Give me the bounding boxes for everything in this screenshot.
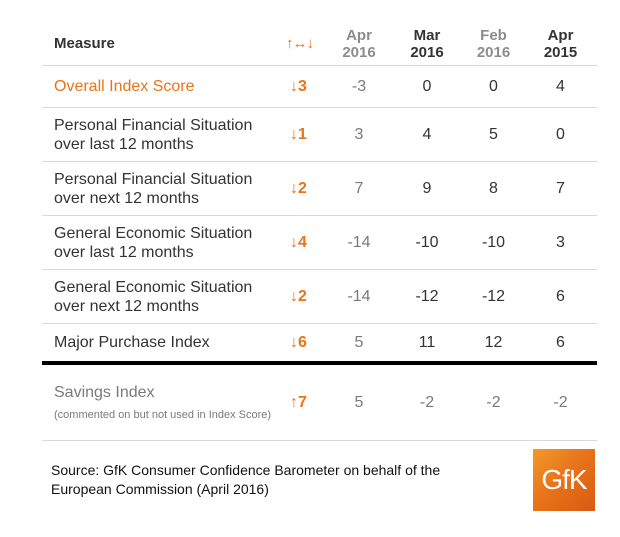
row-measure: Personal Financial Situation over next 1… — [54, 170, 253, 207]
value-mar-2016: 4 — [422, 125, 432, 143]
value-apr-2015: 6 — [556, 333, 565, 351]
savings-index-label: Savings Index — [54, 384, 155, 401]
savings-index-note: (commented on but not used in Index Scor… — [54, 409, 272, 421]
header-col-apr-2016: Apr 2016 — [342, 26, 376, 61]
trend-indicator: ↓3 — [290, 77, 307, 95]
table-row: Major Purchase Index ↓6 5 11 12 6 — [42, 324, 597, 365]
row-measure: Major Purchase Index — [54, 334, 210, 351]
trend-arrows-header: ↑↔↓ — [286, 35, 314, 52]
table-row: Overall Index Score ↓3 -3 0 0 4 — [42, 66, 597, 108]
value-feb-2016: 5 — [489, 125, 498, 143]
value-mar-2016: -2 — [419, 393, 435, 411]
value-feb-2016: 0 — [489, 77, 498, 95]
value-apr-2016: -14 — [347, 233, 371, 251]
value-mar-2016: 11 — [418, 333, 436, 351]
row-measure: Overall Index Score — [54, 78, 195, 95]
value-feb-2016: -10 — [481, 233, 506, 251]
value-apr-2016: -14 — [347, 287, 371, 305]
row-measure: Personal Financial Situation over last 1… — [54, 116, 253, 153]
header-col-mar-2016: Mar 2016 — [410, 26, 444, 61]
value-apr-2016: 3 — [354, 125, 364, 143]
source-note: Source: GfK Consumer Confidence Baromete… — [51, 462, 441, 497]
value-apr-2015: 7 — [556, 179, 565, 197]
trend-indicator: ↓2 — [290, 287, 307, 305]
value-apr-2015: -2 — [553, 393, 568, 411]
table-row: General Economic Situation over next 12 … — [42, 270, 597, 324]
table-row: General Economic Situation over last 12 … — [42, 216, 597, 270]
value-apr-2016: 5 — [354, 333, 364, 351]
table-header: Measure ↑↔↓ Apr 2016 Mar 2016 Feb 2016 Apr 2… — [42, 22, 597, 66]
value-feb-2016: 12 — [484, 333, 503, 351]
value-mar-2016: 0 — [422, 77, 432, 95]
value-feb-2016: -12 — [481, 287, 506, 305]
value-apr-2016: -3 — [351, 77, 367, 95]
value-feb-2016: 8 — [489, 179, 498, 197]
value-apr-2015: 0 — [556, 125, 565, 143]
header-col-apr-2015: Apr 2015 — [543, 26, 578, 61]
header-col-feb-2016: Feb 2016 — [476, 26, 511, 61]
trend-indicator: ↓4 — [290, 233, 307, 251]
value-mar-2016: 9 — [422, 179, 432, 197]
trend-indicator: ↑7 — [290, 393, 307, 411]
header-measure: Measure — [54, 35, 115, 52]
trend-indicator: ↓6 — [290, 333, 307, 351]
value-mar-2016: -10 — [415, 233, 439, 251]
table-row: Savings Index (commented on but not used… — [42, 365, 597, 441]
value-apr-2016: 7 — [354, 179, 364, 197]
value-apr-2015: 4 — [556, 77, 565, 95]
value-apr-2015: 6 — [556, 287, 565, 305]
table-row: Personal Financial Situation over last 1… — [42, 108, 597, 162]
value-feb-2016: -2 — [486, 393, 501, 411]
trend-indicator: ↓1 — [290, 125, 307, 143]
row-measure: General Economic Situation over next 12 … — [54, 278, 253, 315]
value-apr-2016: 5 — [354, 393, 364, 411]
row-measure: Savings Index (commented on but not used… — [42, 383, 280, 422]
row-measure: General Economic Situation over last 12 … — [54, 224, 253, 261]
value-mar-2016: -12 — [415, 287, 439, 305]
gfk-logo-text: GfK — [541, 464, 587, 495]
trend-indicator: ↓2 — [290, 179, 307, 197]
gfk-logo: GfK — [533, 449, 595, 511]
table-row: Personal Financial Situation over next 1… — [42, 162, 597, 216]
value-apr-2015: 3 — [556, 233, 565, 251]
confidence-table: Measure ↑↔↓ Apr 2016 Mar 2016 Feb 2016 Apr 2… — [42, 22, 597, 441]
